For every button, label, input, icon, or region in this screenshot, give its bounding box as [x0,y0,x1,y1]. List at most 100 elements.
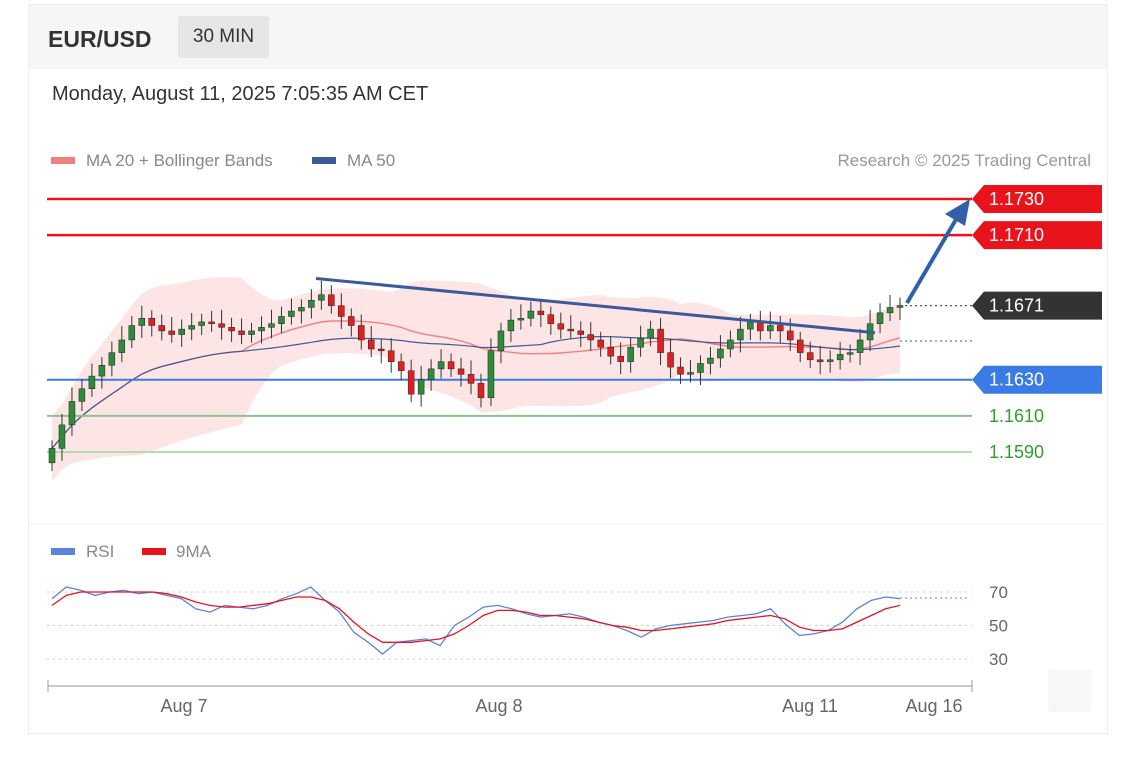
candle [836,341,844,370]
ma50-line [51,335,901,449]
candle [467,360,475,395]
candle [377,339,385,364]
resistance-label-tag [972,221,1102,250]
candle [487,338,495,406]
candle [48,440,56,471]
candlesticks [48,280,904,471]
candle [557,312,565,339]
candle [846,344,854,363]
rsi-ma-legend-label: 9MA [176,542,212,561]
candle [248,322,255,343]
candle [88,363,96,397]
candle [697,355,704,385]
candle [806,341,814,368]
candle [208,310,215,332]
candle [707,347,714,375]
ma50-legend-label: MA 50 [347,151,395,170]
chart-header: EUR/USD 30 MIN [29,5,1107,69]
candle [567,315,575,340]
candle [767,311,774,340]
candle [627,337,634,373]
resistance-label-tag [972,185,1102,213]
candle [497,322,505,364]
candle [577,321,585,348]
ma20-legend-label: MA 20 + Bollinger Bands [86,151,273,170]
price-level-label: 1.1590 [989,442,1044,462]
price-level-label: 1.1610 [989,406,1044,426]
candle [118,326,126,363]
candle [507,309,515,342]
candle [547,306,555,335]
candle [218,309,225,340]
corner-control[interactable] [1048,670,1092,712]
candle [427,359,435,391]
candle [886,294,894,321]
timeframe-badge[interactable]: 30 MIN [178,16,269,58]
candle [358,314,365,350]
candle [228,317,235,342]
candle [527,301,535,327]
candle [387,338,395,373]
candle [587,322,594,351]
rsi-legend-label: RSI [86,542,114,561]
candle [138,305,146,338]
current-price-tag [972,291,1102,320]
rsi-legend-swatch [51,548,75,555]
candle [278,306,285,334]
candle [876,303,884,334]
candle [188,313,195,341]
candle [896,297,904,320]
rsi-ma-legend-swatch [142,548,166,555]
candle [397,353,405,381]
candle [856,328,864,366]
candle [597,331,604,357]
candle [737,316,744,353]
price-level-labels: 1.1730 1.1710 1.1671 1.1630 1.1610 1.1590 [972,185,1102,462]
candle [178,319,185,348]
candle [447,353,455,378]
candle [198,313,205,336]
candle [158,314,165,341]
candle [288,298,295,325]
rsi-tick-label: 70 [989,583,1008,602]
candle [816,345,824,375]
candle [727,330,734,358]
candle [298,299,305,324]
candle [437,349,445,379]
price-level-label: 1.1630 [989,370,1044,390]
candle [128,315,136,349]
rsi-grid: 70 50 30 [47,583,1008,669]
candle [108,341,116,377]
candle [647,320,654,347]
candle [148,310,156,337]
candle [777,315,784,344]
rsi-tick-label: 50 [989,617,1008,636]
candle [268,309,275,339]
x-axis: Aug 7 Aug 8 Aug 11 Aug 16 [47,680,973,716]
candle [168,317,175,343]
candle [677,357,684,384]
candle [238,318,245,345]
candle [318,280,325,310]
x-tick-label: Aug 7 [160,696,207,716]
price-levels [47,197,972,453]
price-level-label: 1.1671 [989,296,1044,316]
candle [717,335,724,368]
candle [687,360,694,383]
main-legend: MA 20 + Bollinger Bands MA 50 Research ©… [51,151,1091,170]
candle [98,357,106,389]
candle [477,373,485,408]
candle [617,342,624,375]
ma20-legend-swatch [51,157,75,164]
candle [517,304,525,330]
candle [338,293,345,329]
candle [667,338,674,379]
candle [537,298,545,328]
candle [258,316,265,344]
candle [657,318,664,366]
candle [78,379,86,411]
symbol-title: EUR/USD [48,26,152,52]
timestamp: Monday, August 11, 2025 7:05:35 AM CET [52,83,429,105]
price-level-label: 1.1730 [989,189,1044,209]
